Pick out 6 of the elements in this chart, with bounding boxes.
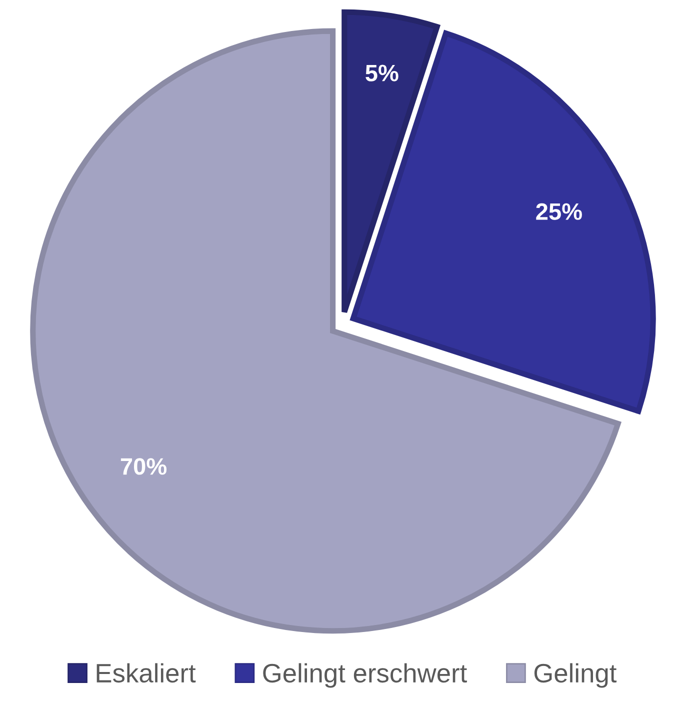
data-label: 70% xyxy=(120,458,167,475)
legend-label: Gelingt erschwert xyxy=(263,663,467,688)
data-label: 5% xyxy=(366,64,398,82)
legend-label: Eskaliert xyxy=(96,663,196,683)
legend-label: Gelingt xyxy=(534,663,617,688)
data-label: 25% xyxy=(536,203,582,220)
